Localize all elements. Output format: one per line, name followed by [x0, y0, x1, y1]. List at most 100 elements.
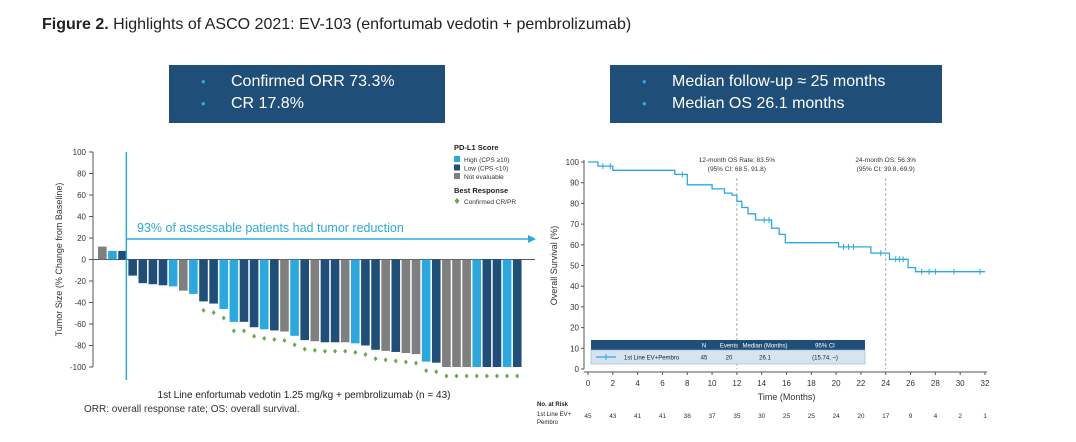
- x-axis-label: 1st Line enfortumab vedotin 1.25 mg/kg +…: [158, 390, 451, 401]
- orr-summary-item: Confirmed ORR 73.3%: [201, 71, 445, 93]
- confirmed-response-marker: [454, 373, 459, 379]
- confirmed-response-marker: [292, 342, 297, 348]
- waterfall-bar: [401, 259, 411, 354]
- km-table-row-bg: [590, 349, 866, 365]
- km-y-tick-label: 70: [570, 220, 579, 229]
- tumor-reduction-annotation: 93% of assessable patients had tumor red…: [137, 221, 404, 235]
- confirmed-response-marker: [241, 328, 246, 334]
- km-table-cell: 20: [726, 356, 733, 362]
- waterfall-bar: [108, 250, 117, 260]
- km-table-cell: 26.1: [759, 356, 771, 362]
- annotation-arrow-head: [528, 235, 536, 243]
- at-risk-value: 9: [909, 413, 913, 420]
- y-tick-label: 40: [77, 213, 86, 222]
- confirmed-response-marker: [272, 336, 277, 342]
- confirmed-response-marker: [322, 348, 327, 354]
- legend-item-label: Low (CPS <10): [464, 166, 508, 173]
- at-risk-value: 4: [934, 413, 938, 420]
- km-table-header: N: [702, 344, 706, 350]
- confirmed-response-marker: [403, 359, 408, 365]
- at-risk-value: 41: [659, 413, 667, 420]
- at-risk-value: 2: [958, 413, 962, 420]
- km-x-axis-label: Time (Months): [758, 392, 816, 402]
- waterfall-bar: [411, 259, 421, 355]
- confirmed-response-marker: [343, 348, 348, 354]
- median-os-summary-item: Median OS 26.1 months: [642, 93, 942, 115]
- km-y-tick-label: 100: [566, 158, 580, 167]
- km-y-tick-label: 50: [570, 262, 579, 271]
- waterfall-bar: [178, 259, 188, 291]
- legend-swatch: [454, 164, 460, 171]
- legend-item-label: High (CPS ≥10): [464, 157, 509, 164]
- km-y-tick-label: 30: [570, 303, 579, 312]
- cr-summary-item: CR 17.8%: [201, 93, 445, 115]
- km-x-tick-label: 8: [685, 379, 690, 388]
- confirmed-response-marker: [424, 368, 429, 374]
- at-risk-row-label-cont: Pembro: [537, 420, 559, 426]
- waterfall-bar: [442, 259, 451, 367]
- waterfall-bar: [462, 259, 471, 367]
- km-survival-line: [588, 161, 985, 273]
- at-risk-value: 1: [983, 413, 987, 420]
- waterfall-bar: [290, 259, 299, 336]
- at-risk-title: No. at Risk: [537, 402, 569, 408]
- y-tick-label: 100: [73, 148, 87, 157]
- at-risk-value: 41: [634, 413, 642, 420]
- waterfall-bar: [199, 259, 208, 302]
- waterfall-bar: [219, 259, 229, 309]
- waterfall-bar: [381, 259, 390, 351]
- at-risk-value: 45: [584, 413, 592, 420]
- km-y-tick-label: 90: [570, 179, 579, 188]
- at-risk-value: 20: [857, 413, 865, 420]
- confirmed-response-marker: [414, 360, 419, 366]
- at-risk-value: 24: [833, 413, 841, 420]
- km-x-tick-label: 14: [757, 379, 766, 388]
- orr-summary-box: Confirmed ORR 73.3% CR 17.8%: [169, 65, 445, 123]
- confirmed-response-marker: [302, 346, 307, 352]
- confirmed-response-marker: [211, 310, 216, 316]
- waterfall-bar: [512, 259, 522, 367]
- figure-title-text: Highlights of ASCO 2021: EV-103 (enfortu…: [113, 16, 632, 33]
- waterfall-bar: [239, 259, 249, 322]
- waterfall-bar: [158, 259, 168, 286]
- waterfall-bar: [128, 259, 137, 276]
- legend-swatch: [454, 173, 460, 179]
- confirmed-response-marker: [353, 349, 358, 355]
- confirmed-response-marker: [363, 352, 368, 357]
- confirmed-response-marker: [393, 358, 398, 364]
- confirmed-response-marker: [474, 373, 479, 379]
- legend-swatch: [454, 156, 460, 162]
- confirmed-response-marker: [312, 347, 317, 353]
- y-tick-label: -40: [74, 299, 86, 308]
- km-table-cell: (15.74, –): [812, 356, 838, 362]
- waterfall-bar: [391, 259, 401, 352]
- confirmed-response-marker: [484, 373, 489, 379]
- waterfall-bar: [472, 259, 482, 367]
- confirmed-response-marker: [221, 315, 226, 321]
- y-tick-label: 20: [77, 234, 86, 243]
- waterfall-bar: [452, 259, 461, 367]
- km-y-tick-label: 10: [570, 344, 579, 353]
- at-risk-row-label: 1st Line EV+: [537, 412, 572, 418]
- km-y-tick-label: 60: [570, 241, 579, 250]
- at-risk-value: 25: [783, 413, 791, 420]
- followup-summary-item: Median follow-up ≈ 25 months: [642, 71, 942, 93]
- legend-item-label: Not evaluable: [464, 174, 504, 181]
- km-x-tick-label: 26: [906, 379, 915, 388]
- confirmed-response-marker: [282, 338, 287, 344]
- y-tick-label: 80: [77, 170, 86, 179]
- km-y-tick-label: 0: [575, 365, 580, 374]
- figure-title: Figure 2. Highlights of ASCO 2021: EV-10…: [42, 16, 631, 34]
- km-x-tick-label: 22: [856, 379, 865, 388]
- km-table-header: 95% CI: [815, 344, 835, 350]
- legend-confirmed-marker: [454, 198, 460, 204]
- waterfall-bar: [98, 246, 107, 260]
- km-x-tick-label: 30: [956, 379, 965, 388]
- y-tick-label: 0: [82, 256, 87, 265]
- waterfall-bar: [280, 259, 289, 332]
- figure-label: Figure 2.: [42, 16, 109, 33]
- os-summary-box: Median follow-up ≈ 25 months Median OS 2…: [610, 65, 942, 123]
- confirmed-response-marker: [231, 328, 236, 334]
- waterfall-bar: [492, 259, 502, 367]
